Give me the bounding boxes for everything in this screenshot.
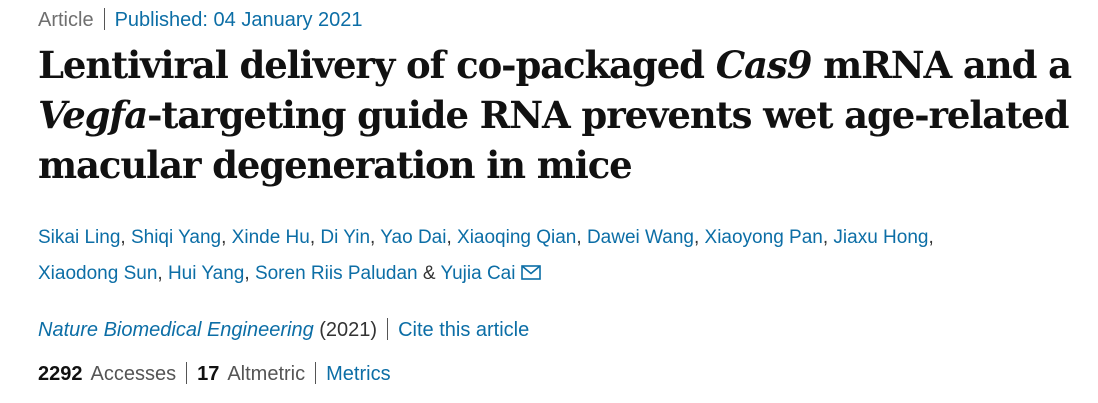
title-gene-cas9: Cas9: [715, 43, 813, 87]
divider: [315, 362, 317, 384]
author-ampersand: &: [417, 263, 441, 284]
article-meta: Article Published: 04 January 2021: [38, 8, 363, 32]
author-separator: ,: [928, 227, 934, 248]
title-gene-vegfa: Vegfa: [38, 93, 148, 137]
title-text: mRNA and a: [811, 43, 1072, 87]
author-separator: ,: [576, 227, 587, 248]
author-link[interactable]: Shiqi Yang: [130, 227, 222, 248]
author-separator: ,: [822, 227, 834, 248]
title-text: Lentiviral delivery of co-packaged: [38, 43, 716, 87]
author-link[interactable]: Xiaoqing Qian: [457, 227, 577, 248]
author-separator: ,: [244, 263, 255, 284]
title-text: -targeting guide RNA prevents wet age-re…: [38, 93, 1069, 187]
author-separator: ,: [693, 227, 705, 248]
envelope-icon[interactable]: [521, 257, 542, 293]
altmetric-count: 17: [197, 363, 220, 385]
author-link[interactable]: Yujia Cai: [440, 263, 516, 284]
publication-info: Nature Biomedical Engineering (2021) Cite…: [38, 318, 529, 342]
divider: [103, 8, 105, 30]
divider: [387, 318, 389, 340]
author-link[interactable]: Xiaoyong Pan: [704, 227, 823, 248]
accesses-count: 2292: [38, 363, 83, 385]
author-link[interactable]: Dawei Wang: [586, 227, 694, 248]
publication-year: (2021): [313, 319, 378, 341]
accesses-label: Accesses: [90, 363, 177, 385]
divider: [186, 362, 188, 384]
author-separator: ,: [120, 227, 131, 248]
author-separator: ,: [370, 227, 381, 248]
author-link[interactable]: Hui Yang: [167, 263, 245, 284]
altmetric-label: Altmetric: [227, 363, 306, 385]
author-link[interactable]: Jiaxu Hong: [833, 227, 929, 248]
author-link[interactable]: Xiaodong Sun: [38, 263, 158, 284]
author-link[interactable]: Soren Riis Paludan: [254, 263, 418, 284]
author-separator: ,: [157, 263, 168, 284]
journal-link[interactable]: Nature Biomedical Engineering: [38, 319, 314, 341]
article-title: Lentiviral delivery of co-packaged Cas9 …: [38, 40, 1078, 190]
author-link[interactable]: Yao Dai: [380, 227, 447, 248]
article-type: Article: [38, 9, 94, 31]
metrics-link[interactable]: Metrics: [326, 363, 391, 385]
article-metrics: 2292 Accesses 17 Altmetric Metrics: [38, 362, 391, 386]
author-separator: ,: [221, 227, 232, 248]
author-list: Sikai Ling, Shiqi Yang, Xinde Hu, Di Yin…: [38, 220, 1078, 293]
author-link[interactable]: Sikai Ling: [38, 227, 121, 248]
author-link[interactable]: Di Yin: [320, 227, 371, 248]
cite-article-link[interactable]: Cite this article: [398, 319, 530, 341]
author-separator: ,: [309, 227, 321, 248]
published-date[interactable]: Published: 04 January 2021: [114, 9, 363, 31]
author-separator: ,: [446, 227, 458, 248]
author-link[interactable]: Xinde Hu: [231, 227, 310, 248]
